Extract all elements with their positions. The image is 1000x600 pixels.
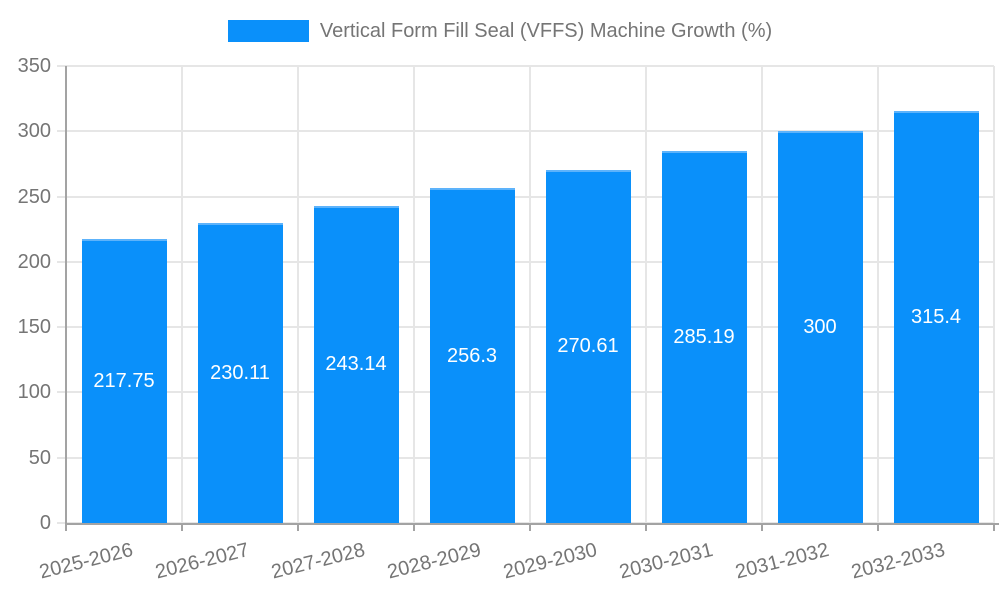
bar-value-label: 256.3 <box>446 344 498 367</box>
v-gridline <box>993 66 995 523</box>
v-gridline <box>529 66 531 523</box>
x-tick-label: 2031-2032 <box>733 538 832 584</box>
v-gridline <box>761 66 763 523</box>
y-tick-label: 0 <box>39 512 51 534</box>
y-tick-label: 250 <box>17 185 51 208</box>
x-tick-mark <box>181 523 183 531</box>
legend-label: Vertical Form Fill Seal (VFFS) Machine G… <box>319 20 773 42</box>
x-tick-mark <box>65 523 67 531</box>
bar <box>197 222 283 523</box>
bar <box>661 150 747 523</box>
x-tick-label: 2029-2030 <box>501 538 600 584</box>
y-tick-label: 50 <box>28 446 51 469</box>
y-tick-mark <box>57 65 66 67</box>
y-tick-label: 200 <box>17 250 51 273</box>
legend-swatch-icon <box>227 20 309 42</box>
bar-value-label: 270.61 <box>557 335 619 358</box>
x-tick-mark <box>529 523 531 531</box>
y-tick-mark <box>57 195 66 198</box>
x-axis-line <box>65 523 999 525</box>
y-tick-label: 150 <box>17 316 51 339</box>
x-tick-label: 2028-2029 <box>385 538 484 584</box>
y-axis-line <box>65 66 67 525</box>
bar <box>545 169 631 523</box>
bar <box>81 238 167 523</box>
x-tick-label: 2027-2028 <box>269 538 368 584</box>
x-tick-mark <box>645 523 647 531</box>
v-gridline <box>645 66 647 523</box>
bar <box>893 111 979 523</box>
y-tick-label: 100 <box>17 381 51 404</box>
bar <box>429 188 515 523</box>
x-tick-label: 2025-2026 <box>37 538 136 584</box>
bar <box>313 205 399 523</box>
x-tick-label: 2026-2027 <box>153 538 252 584</box>
v-gridline <box>877 66 879 523</box>
bar-value-label: 285.19 <box>673 325 735 348</box>
bar-value-label: 243.14 <box>325 353 387 376</box>
bar <box>777 131 863 523</box>
y-tick-mark <box>57 456 66 459</box>
x-tick-mark <box>297 523 299 531</box>
y-tick-mark <box>57 522 66 524</box>
x-tick-mark <box>877 523 879 531</box>
y-tick-mark <box>57 130 66 133</box>
x-tick-label: 2032-2033 <box>849 538 948 584</box>
y-tick-mark <box>57 260 66 263</box>
x-tick-mark <box>761 523 763 531</box>
v-gridline <box>413 66 415 523</box>
bar-value-label: 300 <box>803 316 837 339</box>
y-tick-label: 350 <box>17 55 51 77</box>
bar-value-label: 217.75 <box>93 369 155 392</box>
x-tick-mark <box>993 523 995 531</box>
v-gridline <box>181 66 183 523</box>
y-tick-mark <box>57 326 66 329</box>
x-tick-label: 2030-2031 <box>617 538 716 584</box>
bar-value-label: 315.4 <box>910 306 962 329</box>
y-tick-label: 300 <box>17 120 51 143</box>
y-tick-mark <box>57 391 66 394</box>
legend[interactable]: Vertical Form Fill Seal (VFFS) Machine G… <box>0 19 1000 43</box>
x-tick-mark <box>413 523 415 531</box>
v-gridline <box>297 66 299 523</box>
bar-value-label: 230.11 <box>210 361 270 384</box>
